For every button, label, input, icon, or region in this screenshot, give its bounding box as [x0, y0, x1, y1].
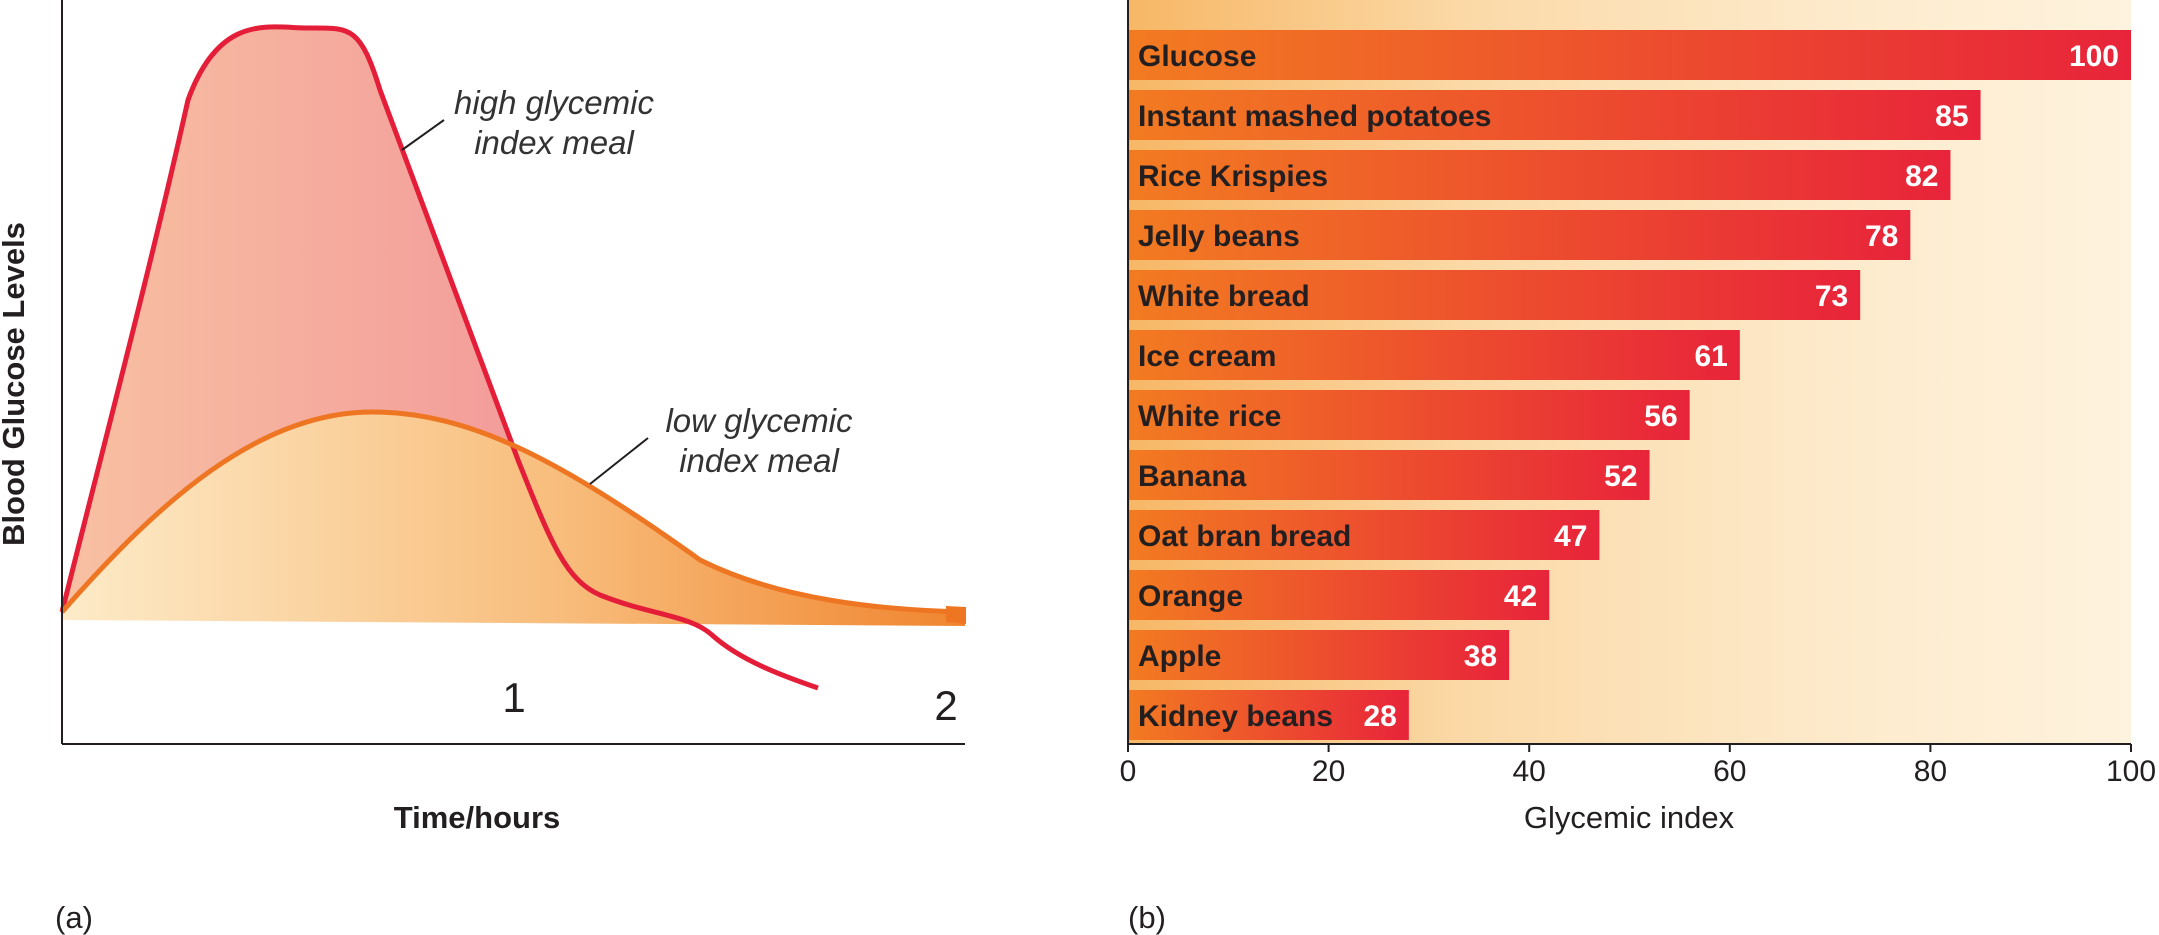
bar-apple: [1128, 630, 1510, 680]
bar-oat-bran-bread: [1128, 510, 1600, 560]
low-gi-curve-end-cap: [946, 606, 966, 624]
bar-banana: [1128, 450, 1650, 500]
bar-ice-cream: [1128, 330, 1740, 380]
panel-b-bar-chart: Glucose 100 Instant mashed potatoes 85 Rice …: [1120, 0, 2156, 935]
bar-value-label: 78: [1865, 220, 1898, 253]
high-gi-label-line-1: high glycemic: [454, 84, 654, 121]
bar-category-label: White bread: [1138, 280, 1310, 313]
bar-value-label: 52: [1604, 460, 1637, 493]
bar-group: Glucose 100 Instant mashed potatoes 85 Rice …: [1128, 30, 2131, 740]
bar-value-label: 100: [2069, 40, 2119, 73]
bar-value-label: 61: [1694, 340, 1727, 373]
bar-category-label: Instant mashed potatoes: [1138, 100, 1491, 133]
x-tick-label: 100: [2106, 755, 2156, 788]
bar-category-label: Glucose: [1138, 40, 1256, 73]
x-tick-label: 40: [1513, 755, 1546, 788]
bar-jelly-beans: [1128, 210, 1911, 260]
bar-orange: [1128, 570, 1550, 620]
panel-a-x-axis-title: Time/hours: [394, 800, 561, 835]
x-tick-label: 60: [1713, 755, 1746, 788]
bar-rice-krispies: [1128, 150, 1951, 200]
low-gi-label-leader: [589, 437, 649, 485]
x-tick-group: 0 20 40 60 80 100: [1120, 744, 2156, 788]
panel-b-x-axis-title: Glycemic index: [1524, 800, 1735, 835]
hour-tick-1: 1: [502, 674, 525, 721]
bar-value-label: 82: [1905, 160, 1938, 193]
bar-white-rice: [1128, 390, 1690, 440]
panel-a-line-chart: high glycemic index meal low glycemic in…: [0, 0, 966, 935]
bar-category-label: Oat bran bread: [1138, 520, 1351, 553]
bar-value-label: 42: [1504, 580, 1537, 613]
x-tick-label: 80: [1914, 755, 1947, 788]
x-tick-label: 0: [1120, 755, 1137, 788]
bar-white-bread: [1128, 270, 1861, 320]
bar-category-label: Orange: [1138, 580, 1243, 613]
bar-category-label: White rice: [1138, 400, 1281, 433]
bar-value-label: 38: [1464, 640, 1497, 673]
high-gi-curve: [59, 24, 819, 691]
hour-tick-2: 2: [934, 682, 957, 729]
low-gi-curve: [60, 409, 966, 615]
high-gi-label-line-2: index meal: [474, 124, 635, 161]
high-gi-label-leader: [401, 119, 445, 151]
bar-value-label: 47: [1554, 520, 1587, 553]
bar-kidney-beans: [1128, 690, 1409, 740]
panel-b-label: (b): [1128, 900, 1166, 935]
bar-value-label: 73: [1815, 280, 1848, 313]
bar-value-label: 28: [1363, 700, 1396, 733]
bar-category-label: Rice Krispies: [1138, 160, 1328, 193]
panel-a-label: (a): [55, 900, 93, 935]
bar-category-label: Banana: [1138, 460, 1247, 493]
bar-value-label: 85: [1935, 100, 1968, 133]
bar-value-label: 56: [1644, 400, 1677, 433]
x-tick-label: 20: [1312, 755, 1345, 788]
low-gi-fill-area: [62, 412, 965, 626]
bar-instant-mashed-potatoes: [1128, 90, 1981, 140]
bar-category-label: Jelly beans: [1138, 220, 1300, 253]
panel-a-y-axis-title: Blood Glucose Levels: [0, 222, 31, 546]
bar-category-label: Kidney beans: [1138, 700, 1333, 733]
bar-glucose: [1128, 30, 2131, 80]
low-gi-label-line-1: low glycemic: [665, 402, 853, 439]
bar-category-label: Apple: [1138, 640, 1221, 673]
low-gi-label-line-2: index meal: [679, 442, 840, 479]
bar-category-label: Ice cream: [1138, 340, 1276, 373]
